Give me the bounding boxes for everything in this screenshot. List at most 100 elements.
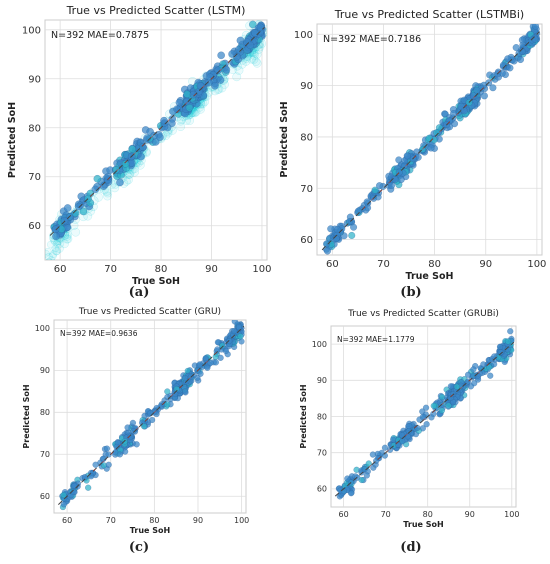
x-axis-label: True SoH	[406, 271, 454, 282]
scatter-point	[518, 36, 526, 44]
scatter-halo	[45, 252, 53, 260]
scatter-point	[196, 361, 203, 368]
panel-label-a: (a)	[129, 285, 150, 300]
scatter-point	[164, 401, 171, 408]
x-tick-label: 70	[381, 510, 391, 519]
reference-line	[334, 341, 515, 497]
scatter-point	[235, 323, 243, 331]
scatter-point	[473, 86, 481, 94]
scatter-point	[486, 364, 493, 371]
scatter-point	[143, 134, 151, 142]
scatter-point	[148, 416, 156, 424]
stats-annotation: N=392 MAE=1.1779	[337, 335, 415, 344]
x-tick-label: 70	[377, 259, 390, 270]
chart-title: True vs Predicted Scatter (GRUBi)	[347, 309, 499, 319]
scatter-point	[246, 41, 255, 50]
x-tick-label: 60	[326, 259, 339, 270]
scatter-point	[469, 92, 477, 100]
scatter-point	[99, 182, 108, 191]
scatter-point	[103, 445, 111, 452]
scatter-halo	[47, 256, 56, 260]
scatter-halo	[135, 160, 145, 170]
y-axis-label: Predicted SoH	[22, 384, 31, 448]
y-tick-label: 60	[40, 492, 50, 501]
scatter-point	[121, 160, 130, 168]
scatter-point	[124, 424, 131, 431]
scatter-point	[214, 339, 222, 346]
scatter-point	[422, 404, 430, 411]
x-tick-label: 80	[423, 510, 433, 519]
chart-title: True vs Predicted Scatter (LSTM)	[66, 4, 246, 17]
scatter-point	[404, 433, 411, 440]
scatter-point	[222, 347, 230, 355]
scatter-point	[387, 181, 396, 190]
chart-panel-a: 60 70 80 90 100 60 70 80 90 100 True vs Predicted …	[7, 4, 272, 287]
scatter-point	[237, 333, 244, 340]
scatter-point	[217, 51, 226, 60]
scatter-halo	[196, 104, 205, 114]
scatter-point	[175, 98, 184, 107]
scatter-halo	[52, 247, 61, 256]
scatter-point	[112, 165, 121, 174]
x-tick-label: 90	[193, 516, 203, 525]
y-tick-label: 60	[28, 221, 41, 232]
scatter-halo	[63, 234, 73, 244]
scatter-halo	[176, 122, 186, 132]
scatter-point	[79, 207, 88, 216]
scatter-point	[371, 186, 379, 194]
scatter-point	[489, 84, 497, 92]
x-tick-label: 60	[339, 510, 349, 519]
scatter-halo	[217, 83, 227, 93]
scatter-point	[212, 353, 219, 361]
scatter-point	[60, 501, 67, 508]
scatter-point	[350, 223, 358, 231]
scatter-point	[81, 473, 89, 481]
y-axis-label: Predicted SoH	[279, 101, 290, 177]
scatter-point	[516, 55, 525, 64]
scatter-halo	[252, 49, 262, 59]
x-tick-label: 90	[479, 259, 492, 270]
scatter-halo	[62, 234, 72, 244]
scatter-point	[433, 129, 441, 137]
x-tick-label: 100	[234, 516, 249, 525]
scatter-point	[395, 156, 403, 164]
reference-highlight	[92, 351, 218, 472]
scatter-point	[160, 116, 168, 125]
scatter-point	[496, 343, 504, 350]
scatter-point	[428, 414, 435, 421]
scatter-point	[358, 476, 365, 484]
scatter-point	[438, 407, 446, 414]
x-axis-label: True SoH	[403, 520, 443, 529]
scatter-point	[87, 473, 95, 480]
scatter-point	[52, 232, 60, 241]
y-tick-label: 100	[22, 25, 41, 36]
scatter-point	[204, 364, 211, 371]
scatter-point	[248, 20, 257, 29]
y-tick-label: 70	[28, 172, 41, 183]
y-axis-label: Predicted SoH	[299, 384, 308, 448]
scatter-point	[238, 338, 245, 345]
scatter-point	[419, 413, 427, 421]
scatter-point	[390, 436, 397, 443]
chart-panel-c: 60 70 80 90 100 60 70 80 90 100 True vs Predicted …	[22, 307, 249, 535]
chart-panel-b: 60 70 80 90 100 60 70 80 90 100 True vs Predicted …	[279, 8, 546, 282]
scatter-halo	[249, 54, 259, 64]
scatter-point	[129, 419, 137, 427]
scatter-point	[133, 441, 140, 448]
scatter-point	[354, 207, 362, 215]
scatter-halo	[234, 65, 244, 75]
scatter-point	[219, 342, 226, 349]
scatter-point	[344, 475, 351, 482]
scatter-point	[181, 374, 189, 382]
scatter-halo	[47, 240, 55, 249]
scatter-halo	[37, 266, 44, 273]
scatter-halo	[71, 227, 81, 237]
y-tick-label: 60	[300, 235, 313, 246]
x-tick-label: 80	[149, 516, 159, 525]
scatter-point	[71, 209, 80, 218]
scatter-point	[70, 488, 77, 496]
y-tick-label: 100	[35, 324, 50, 333]
scatter-point	[397, 175, 405, 184]
scatter-halo	[34, 265, 41, 272]
y-tick-label: 90	[28, 74, 41, 85]
